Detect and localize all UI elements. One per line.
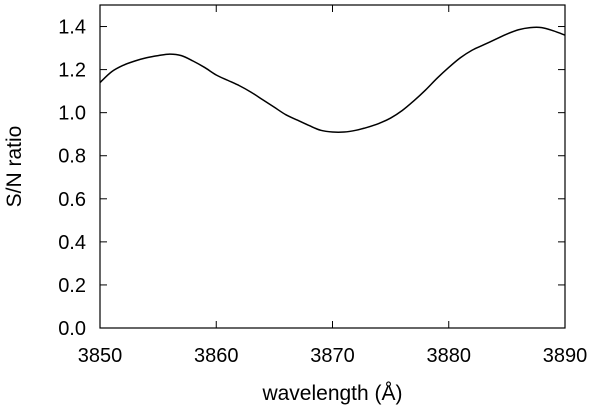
x-axis-label: wavelength (Å): [261, 382, 402, 405]
y-tick-label: 0.6: [58, 189, 86, 211]
x-tick-label: 3870: [310, 345, 355, 367]
plot-frame: [99, 4, 566, 329]
y-tick-label: 0.4: [58, 232, 86, 254]
x-tick-label: 3880: [427, 345, 472, 367]
y-tick-label: 0.2: [58, 275, 86, 297]
y-tick-label: 1.0: [58, 103, 86, 125]
y-tick-label: 1.4: [58, 17, 86, 39]
tick-labels: 3850 3860 3870 3880 3890 0.0 0.2 0.4 0.6 0.8 1.0 1.…: [58, 17, 587, 367]
series-line: [99, 26, 566, 134]
x-tick-label: 3850: [78, 345, 123, 367]
y-tick-label: 0.0: [58, 318, 86, 340]
y-axis-label: S/N ratio: [3, 126, 26, 208]
x-tick-label: 3860: [194, 345, 239, 367]
x-tick-label: 3890: [543, 345, 588, 367]
y-tick-label: 0.8: [58, 146, 86, 168]
y-tick-label: 1.2: [58, 60, 86, 82]
